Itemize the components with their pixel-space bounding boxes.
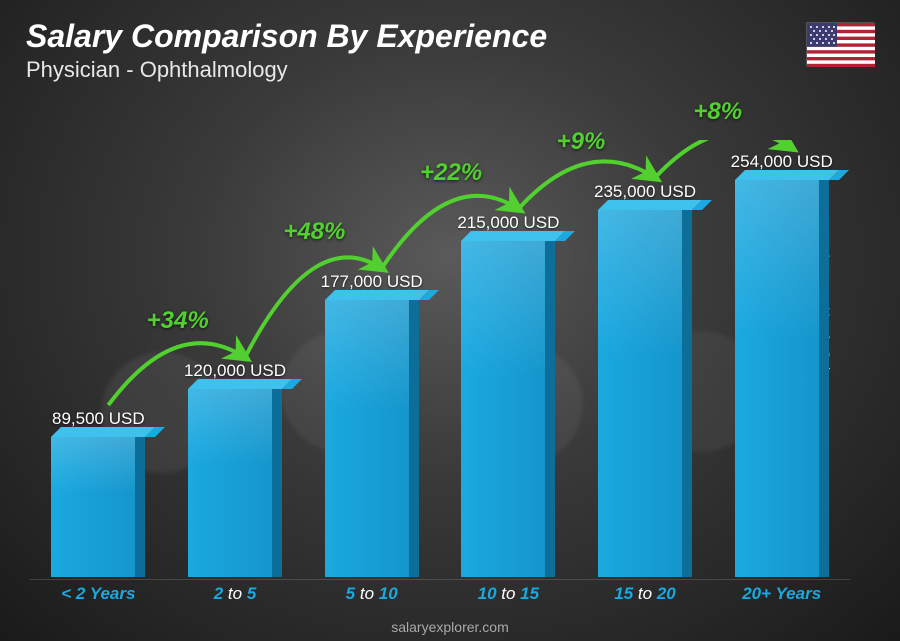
bar [188,389,282,577]
bar [735,180,829,577]
bar-wrap: 215,000 USD [440,213,577,577]
x-axis-label: 10 to 15 [440,580,577,607]
title-block: Salary Comparison By Experience Physicia… [26,18,547,83]
pct-increase-label: +9% [557,128,606,156]
bar-value-label: 235,000 USD [594,182,696,202]
bar-chart: 89,500 USD 120,000 USD 177,000 USD 215,000 … [30,140,850,577]
bar-value-label: 177,000 USD [321,272,423,292]
page-title: Salary Comparison By Experience [26,18,547,55]
bar-value-label: 215,000 USD [457,213,559,233]
bar [598,210,692,577]
flag-icon [806,22,874,66]
pct-increase-label: +34% [147,307,209,335]
bar [461,241,555,577]
bar-wrap: 177,000 USD [303,272,440,577]
x-axis-label: < 2 Years [30,580,167,607]
page-subtitle: Physician - Ophthalmology [26,57,547,83]
bar [325,300,419,577]
x-axis-label: 15 to 20 [577,580,714,607]
x-axis-label: 5 to 10 [303,580,440,607]
bar-wrap: 120,000 USD [167,361,304,577]
bar-wrap: 235,000 USD [577,182,714,577]
bar [51,437,145,577]
x-axis: < 2 Years2 to 55 to 1010 to 1515 to 2020… [30,579,850,607]
pct-increase-label: +22% [420,159,482,187]
bar-value-label: 254,000 USD [731,152,833,172]
x-axis-label: 2 to 5 [167,580,304,607]
pct-increase-label: +48% [283,218,345,246]
pct-increase-label: +8% [693,98,742,126]
bar-value-label: 89,500 USD [52,409,145,429]
footer-credit: salaryexplorer.com [0,619,900,635]
bar-wrap: 254,000 USD [713,152,850,577]
bars-container: 89,500 USD 120,000 USD 177,000 USD 215,000 … [30,140,850,577]
bar-value-label: 120,000 USD [184,361,286,381]
bar-wrap: 89,500 USD [30,409,167,577]
x-axis-label: 20+ Years [713,580,850,607]
